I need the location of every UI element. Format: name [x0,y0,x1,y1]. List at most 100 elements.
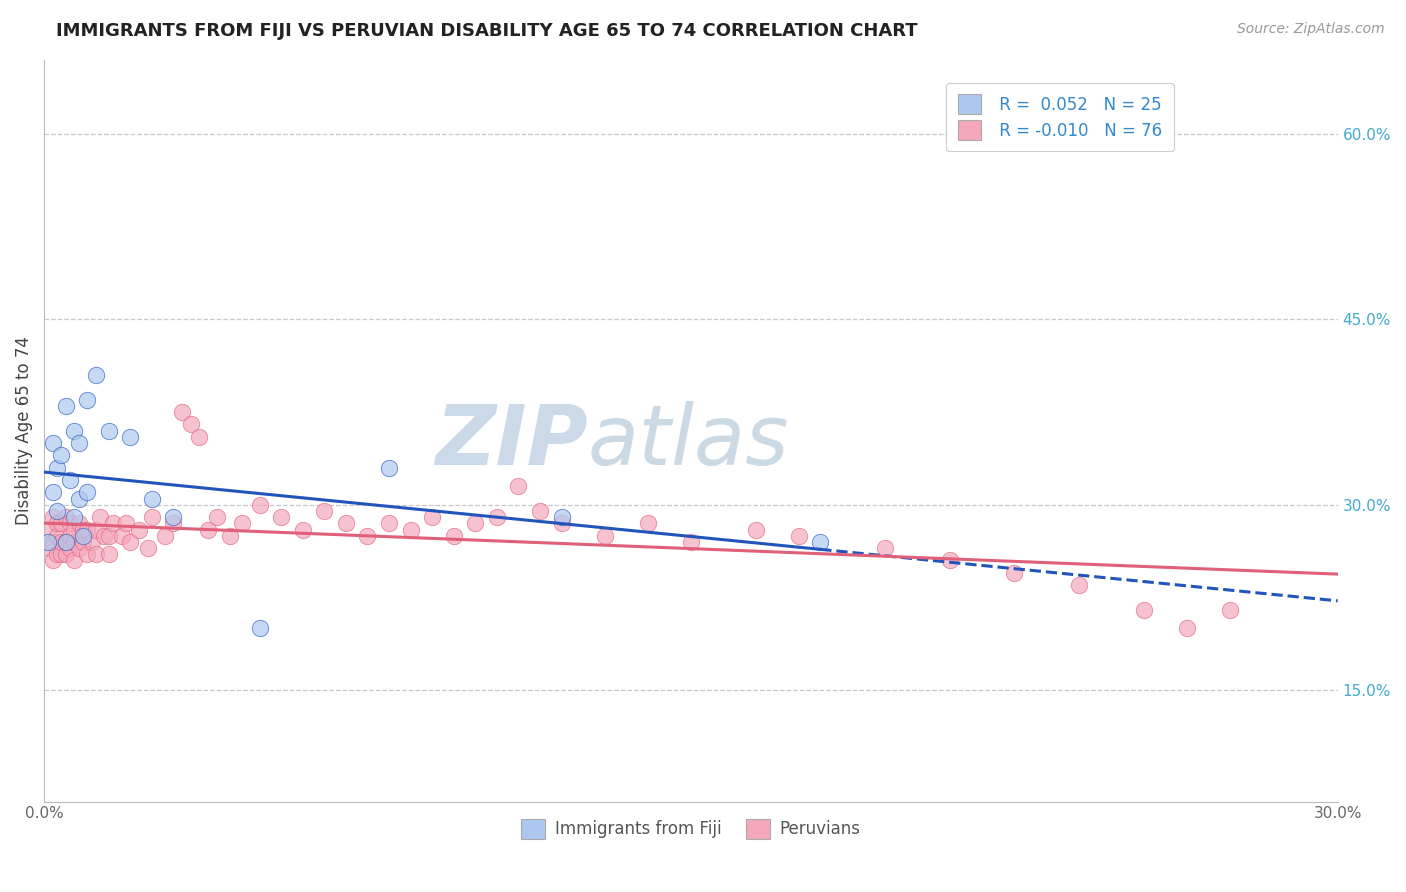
Point [42,510,65,524]
Point [443,529,465,543]
Point [42,553,65,567]
Point [529,504,551,518]
Point [141,510,163,524]
Point [55,547,77,561]
Point [67,516,90,531]
Point [378,516,401,531]
Text: atlas: atlas [588,401,789,483]
Point [55,399,77,413]
Point [76,547,98,561]
Point [76,485,98,500]
Point [46,516,69,531]
Point [270,510,292,524]
Point [80,534,103,549]
Point [111,529,134,543]
Point [67,436,90,450]
Point [72,529,94,543]
Point [1067,578,1090,592]
Point [46,460,69,475]
Point [679,534,702,549]
Point [115,516,138,531]
Point [314,504,336,518]
Point [46,504,69,518]
Point [508,479,530,493]
Point [420,510,443,524]
Point [787,529,810,543]
Point [197,523,219,537]
Point [51,516,73,531]
Point [485,510,508,524]
Point [55,534,77,549]
Point [84,368,107,382]
Text: ZIP: ZIP [434,401,588,483]
Legend: Immigrants from Fiji, Peruvians: Immigrants from Fiji, Peruvians [515,813,868,846]
Point [67,491,90,506]
Point [637,516,659,531]
Point [37,534,59,549]
Point [97,547,120,561]
Point [42,436,65,450]
Point [218,529,240,543]
Point [46,529,69,543]
Point [464,516,486,531]
Point [1002,566,1025,580]
Point [128,523,150,537]
Point [1175,622,1198,636]
Point [378,460,401,475]
Point [42,534,65,549]
Point [249,498,271,512]
Point [59,541,82,555]
Point [51,448,73,462]
Text: IMMIGRANTS FROM FIJI VS PERUVIAN DISABILITY AGE 65 TO 74 CORRELATION CHART: IMMIGRANTS FROM FIJI VS PERUVIAN DISABIL… [56,22,918,40]
Point [97,424,120,438]
Point [205,510,228,524]
Point [42,485,65,500]
Point [873,541,896,555]
Point [291,523,314,537]
Point [37,541,59,555]
Point [59,529,82,543]
Point [162,516,184,531]
Point [231,516,253,531]
Point [55,510,77,524]
Point [172,405,194,419]
Point [67,541,90,555]
Point [84,523,107,537]
Point [153,529,176,543]
Point [72,523,94,537]
Point [593,529,616,543]
Point [63,424,86,438]
Point [59,516,82,531]
Point [141,491,163,506]
Point [46,547,69,561]
Point [51,547,73,561]
Point [1219,603,1241,617]
Point [63,510,86,524]
Point [249,622,271,636]
Point [84,547,107,561]
Point [89,510,111,524]
Point [808,534,831,549]
Point [136,541,159,555]
Point [120,534,142,549]
Point [550,516,572,531]
Point [37,523,59,537]
Point [55,534,77,549]
Point [76,392,98,407]
Point [550,510,572,524]
Point [162,510,184,524]
Text: Source: ZipAtlas.com: Source: ZipAtlas.com [1237,22,1385,37]
Point [72,534,94,549]
Point [51,534,73,549]
Y-axis label: Disability Age 65 to 74: Disability Age 65 to 74 [15,336,32,525]
Point [180,417,202,432]
Point [938,553,960,567]
Point [63,534,86,549]
Point [101,516,124,531]
Point [335,516,357,531]
Point [97,529,120,543]
Point [59,473,82,487]
Point [120,430,142,444]
Point [356,529,378,543]
Point [744,523,766,537]
